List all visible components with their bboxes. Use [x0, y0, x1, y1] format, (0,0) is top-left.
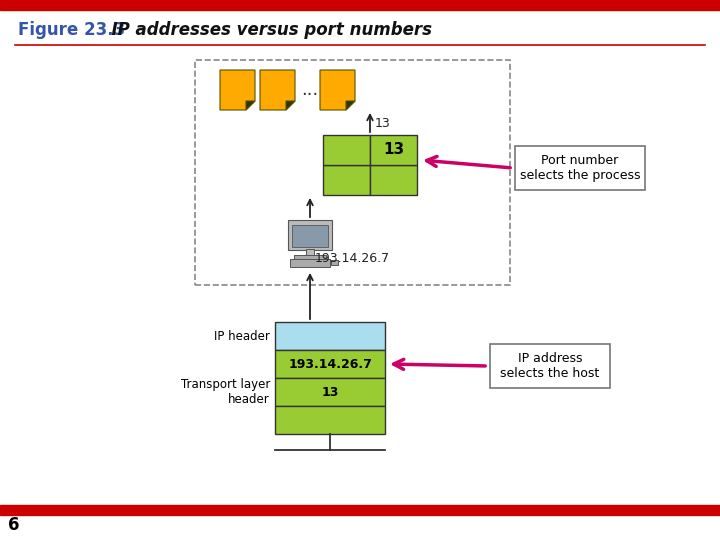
Text: 13: 13 [375, 117, 391, 130]
Bar [275, 406, 385, 434]
Text: Port number
selects the process: Port number selects the process [520, 154, 640, 182]
Polygon shape [220, 70, 255, 110]
Bar [331, 260, 338, 265]
Text: IP header: IP header [214, 329, 270, 342]
Bar [370, 135, 417, 165]
Bar [0, 0, 720, 10]
Text: 193.14.26.7: 193.14.26.7 [315, 252, 390, 265]
Polygon shape [346, 101, 355, 110]
Bar [275, 378, 385, 406]
Bar [195, 60, 510, 285]
Bar [370, 165, 417, 195]
Polygon shape [286, 101, 295, 110]
Text: 193.14.26.7: 193.14.26.7 [288, 357, 372, 370]
Bar [323, 135, 370, 165]
Bar [294, 255, 326, 260]
Text: Figure 23.3: Figure 23.3 [18, 21, 125, 39]
Bar [0, 505, 720, 515]
Text: IP address
selects the host: IP address selects the host [500, 352, 600, 380]
Bar [290, 259, 330, 267]
Text: 13: 13 [383, 143, 404, 158]
Bar [292, 225, 328, 247]
Bar [275, 322, 385, 350]
Text: IP addresses versus port numbers: IP addresses versus port numbers [100, 21, 432, 39]
Bar [515, 146, 645, 190]
Polygon shape [320, 70, 355, 110]
Bar [490, 344, 610, 388]
Bar [288, 220, 332, 250]
Polygon shape [246, 101, 255, 110]
Bar [323, 165, 370, 195]
Text: 13: 13 [321, 386, 338, 399]
Text: 6: 6 [8, 516, 19, 534]
Polygon shape [260, 70, 295, 110]
Bar [275, 350, 385, 378]
Text: ...: ... [302, 81, 319, 99]
Text: Transport layer
header: Transport layer header [181, 378, 270, 406]
Bar [306, 249, 314, 256]
